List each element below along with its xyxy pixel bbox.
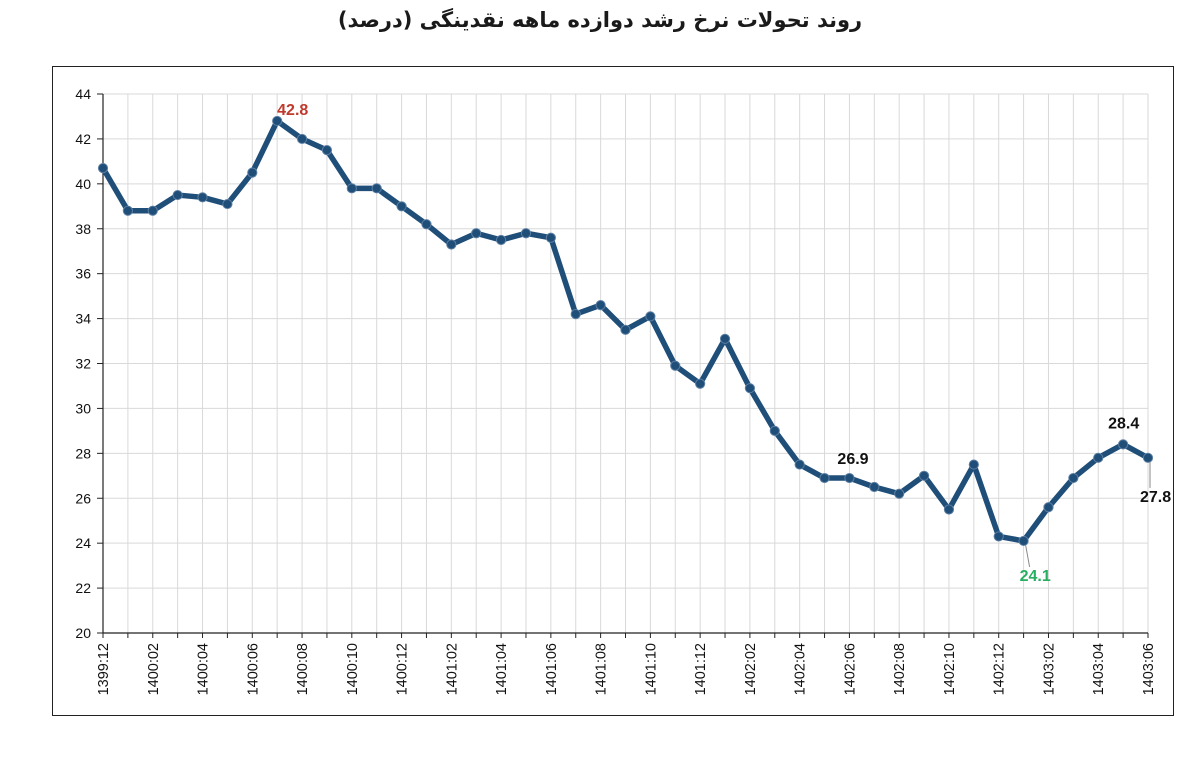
y-tick-label: 34 bbox=[75, 311, 91, 327]
y-tick-label: 44 bbox=[75, 86, 91, 102]
data-point bbox=[918, 470, 930, 481]
series bbox=[97, 115, 1154, 547]
data-point bbox=[1118, 439, 1129, 450]
data-point bbox=[222, 198, 233, 210]
data-label: 42.8 bbox=[277, 102, 308, 119]
x-tick-label: 1400:10 bbox=[345, 643, 361, 695]
y-tick-label: 20 bbox=[75, 625, 91, 641]
data-point bbox=[446, 239, 457, 250]
x-tick-label: 1402:04 bbox=[793, 643, 809, 695]
x-tick-label: 1400:04 bbox=[196, 643, 212, 695]
annotation-leader bbox=[1025, 544, 1031, 568]
data-point bbox=[172, 189, 183, 201]
y-tick-label: 22 bbox=[75, 580, 91, 596]
x-tick-label: 1400:06 bbox=[245, 643, 261, 695]
y-tick-label: 26 bbox=[75, 490, 91, 506]
data-point bbox=[670, 360, 681, 371]
axes: 20 22 24 26 28 30 32 34 36 38 40 42 44 1399:12 1400:02… bbox=[75, 86, 1157, 695]
y-tick-label: 32 bbox=[75, 356, 91, 372]
data-point bbox=[744, 383, 756, 394]
data-point bbox=[695, 378, 706, 389]
y-tick-label: 30 bbox=[75, 400, 91, 416]
data-label: 28.4 bbox=[1108, 415, 1139, 432]
grid bbox=[102, 93, 1149, 634]
y-tick-label: 24 bbox=[75, 535, 91, 551]
x-tick-label: 1400:08 bbox=[295, 643, 311, 695]
data-point bbox=[794, 459, 805, 470]
x-tick-label: 1402:08 bbox=[892, 643, 908, 695]
x-tick-label: 1403:04 bbox=[1091, 643, 1107, 695]
data-point bbox=[346, 183, 357, 194]
data-point bbox=[894, 488, 905, 499]
data-point bbox=[1043, 502, 1054, 513]
data-point bbox=[595, 300, 606, 311]
chart-title: روند تحولات نرخ رشد دوازده ماهه نقدینگی … bbox=[337, 8, 863, 32]
data-point bbox=[719, 333, 731, 344]
data-point bbox=[296, 133, 308, 145]
data-point bbox=[869, 481, 880, 493]
data-point bbox=[1142, 452, 1154, 463]
data-point bbox=[645, 311, 656, 322]
x-tick-label: 1401:08 bbox=[594, 643, 610, 695]
x-tick-label: 1402:06 bbox=[842, 643, 858, 695]
data-point bbox=[122, 205, 133, 216]
data-point bbox=[769, 425, 780, 436]
data-point bbox=[421, 219, 432, 230]
data-point bbox=[147, 205, 158, 216]
data-point bbox=[993, 531, 1004, 542]
data-point bbox=[471, 228, 482, 239]
data-point bbox=[819, 472, 830, 484]
y-tick-label: 40 bbox=[75, 176, 91, 192]
x-tick-label: 1403:06 bbox=[1141, 643, 1157, 695]
data-label: 26.9 bbox=[837, 451, 868, 468]
x-tick-label: 1401:02 bbox=[444, 643, 460, 695]
data-point bbox=[968, 459, 979, 470]
data-point bbox=[1068, 472, 1079, 484]
x-tick-label: 1400:12 bbox=[395, 643, 411, 695]
x-tick-label: 1401:04 bbox=[494, 643, 510, 695]
x-tick-label: 1401:12 bbox=[693, 643, 709, 695]
data-point bbox=[371, 183, 382, 194]
x-tick-label: 1401:10 bbox=[643, 643, 659, 695]
x-tick-label: 1402:12 bbox=[992, 643, 1008, 695]
data-point bbox=[844, 472, 855, 484]
x-tick-label: 1401:06 bbox=[544, 643, 560, 695]
data-point bbox=[520, 228, 532, 239]
y-tick-label: 42 bbox=[75, 131, 91, 147]
data-label: 24.1 bbox=[1020, 568, 1051, 585]
data-point bbox=[570, 308, 581, 320]
x-tick-label: 1402:02 bbox=[743, 643, 759, 695]
y-tick-label: 28 bbox=[75, 445, 91, 461]
x-tick-label: 1403:02 bbox=[1041, 643, 1057, 695]
data-point bbox=[321, 145, 333, 156]
x-tick-label: 1400:02 bbox=[146, 643, 162, 695]
y-tick-label: 38 bbox=[75, 221, 91, 237]
data-point bbox=[396, 201, 407, 212]
data-point bbox=[545, 232, 556, 243]
data-point bbox=[197, 192, 208, 203]
data-point bbox=[620, 324, 631, 335]
data-point bbox=[247, 167, 258, 178]
data-point bbox=[272, 115, 283, 127]
data-point bbox=[495, 234, 507, 246]
x-tick-label: 1399:12 bbox=[96, 643, 112, 695]
x-tick-label: 1402:10 bbox=[942, 643, 958, 695]
y-tick-label: 36 bbox=[75, 266, 91, 282]
data-point bbox=[1093, 452, 1104, 463]
data-label: 27.8 bbox=[1140, 489, 1171, 506]
data-point bbox=[97, 163, 109, 174]
annotations: 42.8 26.9 24.1 28.4 27.8 bbox=[277, 102, 1171, 585]
data-point bbox=[1018, 535, 1029, 547]
chart-frame bbox=[52, 66, 1174, 716]
data-point bbox=[943, 504, 955, 515]
